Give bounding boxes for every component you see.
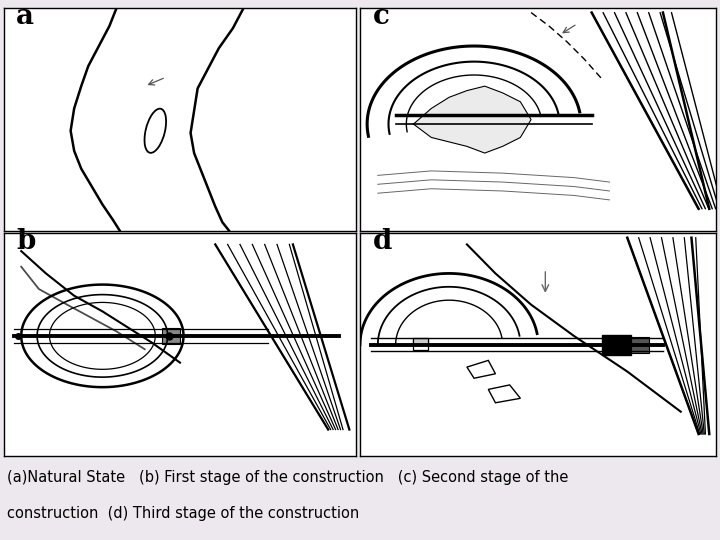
Text: b: b — [16, 228, 35, 255]
Text: construction  (d) Third stage of the construction: construction (d) Third stage of the cons… — [7, 506, 359, 521]
Polygon shape — [488, 385, 521, 403]
Text: d: d — [372, 228, 392, 255]
Text: c: c — [372, 3, 390, 30]
Bar — [162, 328, 180, 343]
Polygon shape — [467, 360, 495, 378]
Text: a: a — [16, 3, 34, 30]
Bar — [631, 337, 649, 353]
Polygon shape — [413, 86, 531, 153]
Bar — [603, 335, 631, 355]
Text: (a)Natural State   (b) First stage of the construction   (c) Second stage of the: (a)Natural State (b) First stage of the … — [7, 470, 569, 485]
Bar — [413, 339, 428, 350]
Bar — [413, 338, 428, 345]
